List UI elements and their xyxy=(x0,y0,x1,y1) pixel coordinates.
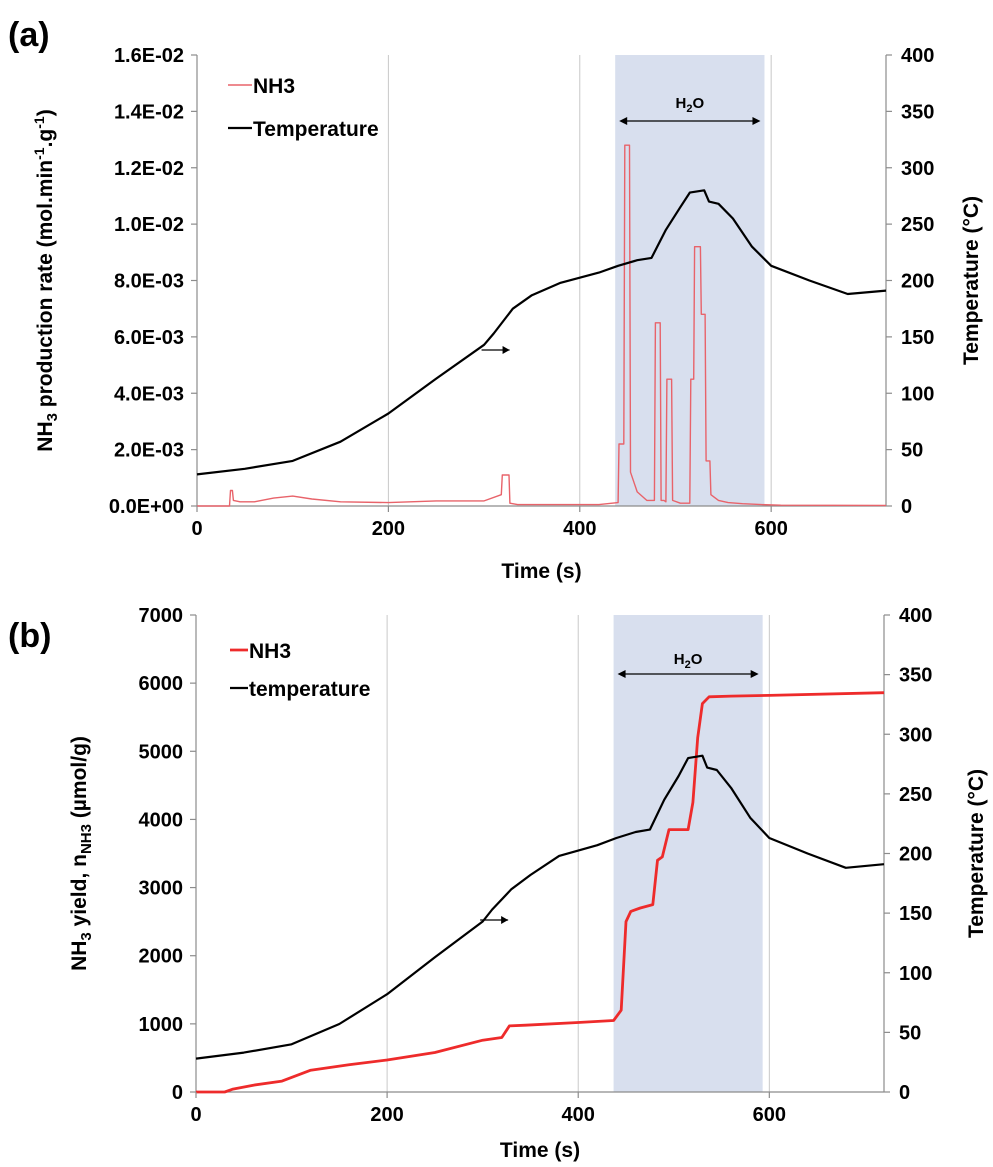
panel-b-y-tick-label: 3000 xyxy=(139,878,184,900)
panel-a-h2o-arrowhead-left xyxy=(619,117,628,125)
panel-a-y-tick-label: 6.0E-03 xyxy=(114,327,184,349)
panel-b-y2-tick-label: 150 xyxy=(899,903,932,925)
panel-b-y-axis-title: NH3 yield, nNH3 (µmol/g) xyxy=(68,736,95,971)
panel-a-y-tick-label: 1.6E-02 xyxy=(114,45,184,67)
panel-b-y2-tick-label: 200 xyxy=(899,844,932,866)
panel-b: (b) 010002000300040005000600070000501001… xyxy=(8,605,988,1162)
panel-a-legend-label-temperature: Temperature xyxy=(253,118,379,141)
panel-a-x-tick-label: 600 xyxy=(754,518,787,540)
panel-b-x-tick-label: 0 xyxy=(190,1104,201,1126)
panel-a-series-nh3-line xyxy=(197,144,887,507)
panel-a-y2-tick-label: 350 xyxy=(901,101,934,123)
panel-b-x-axis-title: Time (s) xyxy=(500,1139,580,1162)
panel-a-h2o-label: H2O xyxy=(676,95,705,115)
panel-b-legend-label-nh3: NH3 xyxy=(249,640,291,663)
panel-b-letter: (b) xyxy=(8,617,51,655)
panel-a-y2-tick-label: 0 xyxy=(901,496,912,518)
panel-b-y-tick-label: 0 xyxy=(172,1082,183,1104)
panel-b-h2o-shaded-region xyxy=(613,615,763,1092)
panel-a-y2-tick-label: 400 xyxy=(901,45,934,67)
panel-b-y2-tick-label: 250 xyxy=(899,784,932,806)
panel-a-temp-axis-arrowhead xyxy=(502,346,510,354)
panel-a-x-tick-label: 200 xyxy=(372,518,405,540)
panel-a-y2-tick-label: 50 xyxy=(901,440,923,462)
panel-b-x-tick-label: 400 xyxy=(562,1104,595,1126)
panel-a-y-tick-label: 1.4E-02 xyxy=(114,101,184,123)
panel-b-series-nh3-line xyxy=(196,691,885,1094)
panel-a: (a) 0.0E+00 2.0E-03 4.0E-03 6.0E-03 8.0E-03 1… xyxy=(8,16,983,583)
panel-b-y2-tick-label: 0 xyxy=(899,1082,910,1104)
panel-b-y2-tick-label: 400 xyxy=(899,605,932,627)
panel-b-y2-tick-label: 100 xyxy=(899,963,932,985)
panel-b-h2o-arrowhead-left xyxy=(617,670,626,678)
panel-b-y-tick-label: 6000 xyxy=(139,673,184,695)
panel-a-x-tick-label: 400 xyxy=(563,518,596,540)
panel-a-y2-tick-label: 250 xyxy=(901,214,934,236)
panel-b-y-tick-label: 7000 xyxy=(139,605,184,627)
panel-a-y2-tick-label: 150 xyxy=(901,327,934,349)
panel-a-y-tick-label: 0.0E+00 xyxy=(109,496,184,518)
panel-a-y-tick-label: 8.0E-03 xyxy=(114,271,184,293)
panel-a-series-temperature-line xyxy=(196,189,887,476)
panel-a-x-axis-title: Time (s) xyxy=(501,560,581,583)
panel-b-y2-tick-label: 300 xyxy=(899,724,932,746)
panel-b-series-temperature-line xyxy=(195,754,885,1060)
panel-b-y-tick-label: 1000 xyxy=(139,1014,184,1036)
panel-a-y2-tick-label: 100 xyxy=(901,383,934,405)
panel-b-x-tick-label: 200 xyxy=(370,1104,403,1126)
panel-b-y-tick-label: 5000 xyxy=(139,741,184,763)
panel-b-x-tick-label: 600 xyxy=(753,1104,786,1126)
panel-a-y-tick-label: 1.2E-02 xyxy=(114,158,184,180)
panel-b-y2-axis-title: Temperature (°C) xyxy=(965,769,988,938)
panel-b-y2-tick-label: 50 xyxy=(899,1022,921,1044)
panel-b-y-tick-label: 4000 xyxy=(139,809,184,831)
panel-a-y-tick-label: 2.0E-03 xyxy=(114,440,184,462)
panel-b-h2o-arrowhead-right xyxy=(750,670,759,678)
panel-a-legend-label-nh3: NH3 xyxy=(253,75,295,98)
panel-a-x-tick-label: 0 xyxy=(191,518,202,540)
panel-b-h2o-label: H2O xyxy=(674,651,703,671)
panel-a-y-tick-label: 1.0E-02 xyxy=(114,214,184,236)
panel-a-letter: (a) xyxy=(8,16,50,54)
panel-a-y2-axis-title: Temperature (°C) xyxy=(960,196,983,365)
panel-b-legend-label-temperature: temperature xyxy=(249,678,370,701)
panel-b-y-tick-label: 2000 xyxy=(139,946,184,968)
panel-a-y-axis-title: NH3 production rate (mol.min-1.g-1) xyxy=(31,109,61,451)
panel-a-y2-tick-label: 200 xyxy=(901,271,934,293)
panel-b-temp-axis-arrowhead xyxy=(501,916,509,924)
panel-b-y2-tick-label: 350 xyxy=(899,665,932,687)
panel-a-y-tick-label: 4.0E-03 xyxy=(114,383,184,405)
panel-a-h2o-arrowhead-right xyxy=(752,117,761,125)
panel-a-y2-tick-label: 300 xyxy=(901,158,934,180)
